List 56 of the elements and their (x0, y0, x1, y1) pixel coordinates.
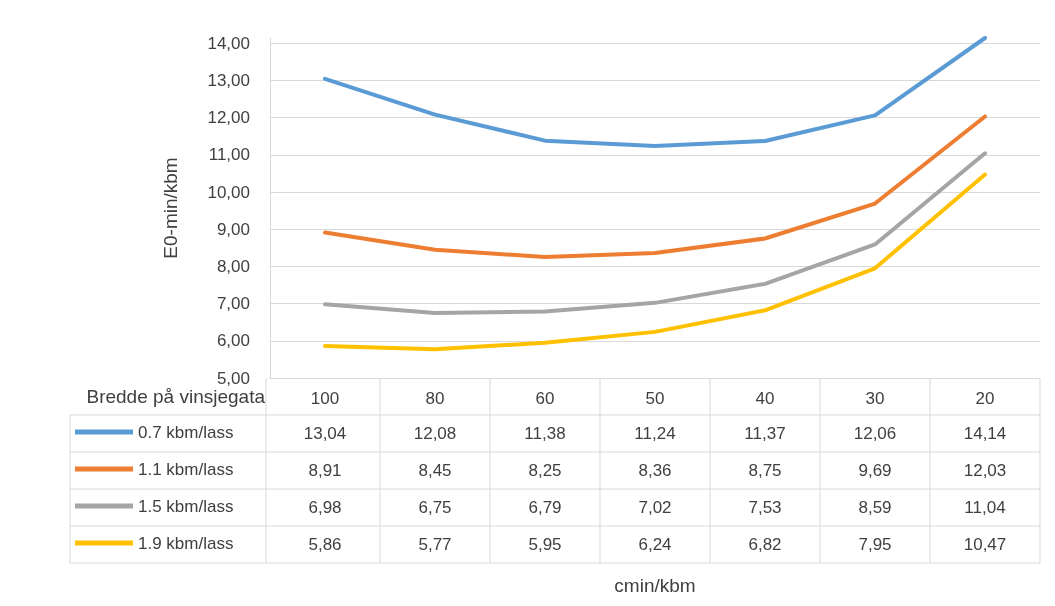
data-label: 11,38 (524, 424, 566, 443)
data-label: 14,14 (963, 424, 1007, 443)
x-tick-label: 50 (645, 389, 665, 408)
data-label: 6,24 (638, 535, 672, 554)
data-label: 5,95 (528, 535, 562, 554)
legend-label: 1.5 kbm/lass (138, 496, 234, 516)
y-tick-label: 12,00 (207, 108, 250, 128)
x-tick-label: 60 (535, 389, 555, 408)
data-label: 8,59 (858, 498, 892, 517)
data-label: 7,95 (858, 535, 892, 554)
data-label: 7,02 (638, 498, 672, 517)
data-label: 12,08 (413, 424, 457, 443)
legend-title: Bredde på vinsjegata (86, 386, 266, 407)
legend-label: 1.1 kbm/lass (138, 459, 234, 479)
data-label: 13,04 (303, 424, 347, 443)
x-tick-label: 30 (865, 389, 885, 408)
y-tick-label: 13,00 (207, 70, 250, 90)
x-tick-label: 20 (975, 389, 995, 408)
x-tick-label: 80 (425, 389, 445, 408)
y-tick-label: 8,00 (216, 256, 250, 276)
legend-label: 1.9 kbm/lass (138, 533, 234, 553)
text: cmin/kbm (614, 574, 696, 596)
data-label: 7,53 (748, 498, 782, 517)
data-label: 11,24 (634, 424, 676, 443)
data-label: 5,77 (418, 535, 452, 554)
y-tick-label: 11,00 (208, 145, 250, 165)
data-label: 8,91 (308, 461, 342, 480)
line-series (323, 114, 987, 260)
data-label: 5,86 (308, 535, 342, 554)
data-label: 10,47 (963, 535, 1007, 554)
y-tick-label: 6,00 (216, 331, 250, 351)
legend-label: 0.7 kbm/lass (138, 422, 234, 442)
y-tick-label: 7,00 (216, 294, 250, 314)
y-axis-title: E0-min/kbm (160, 157, 181, 259)
line-series (323, 151, 987, 315)
y-tick-label: 9,00 (216, 219, 250, 239)
data-label: 8,36 (638, 461, 672, 480)
data-label: 8,25 (528, 461, 562, 480)
line-series (323, 36, 987, 148)
data-label: 11,37 (744, 424, 786, 443)
data-label: 6,75 (418, 498, 452, 517)
data-label: 12,03 (963, 461, 1007, 480)
data-label: 6,98 (308, 498, 342, 517)
x-tick-label: 40 (755, 389, 775, 408)
x-tick-label: 100 (310, 389, 340, 408)
data-label: 11,04 (964, 498, 1006, 517)
y-tick-label: 10,00 (207, 182, 250, 202)
line-series (323, 172, 987, 352)
data-label: 8,75 (748, 461, 782, 480)
data-label: 8,45 (418, 461, 452, 480)
y-tick-label: 14,00 (207, 33, 250, 53)
data-label: 9,69 (858, 461, 892, 480)
data-label: 12,06 (853, 424, 897, 443)
data-label: 6,79 (528, 498, 562, 517)
y-tick-label: 5,00 (216, 368, 250, 388)
data-label: 6,82 (748, 535, 782, 554)
